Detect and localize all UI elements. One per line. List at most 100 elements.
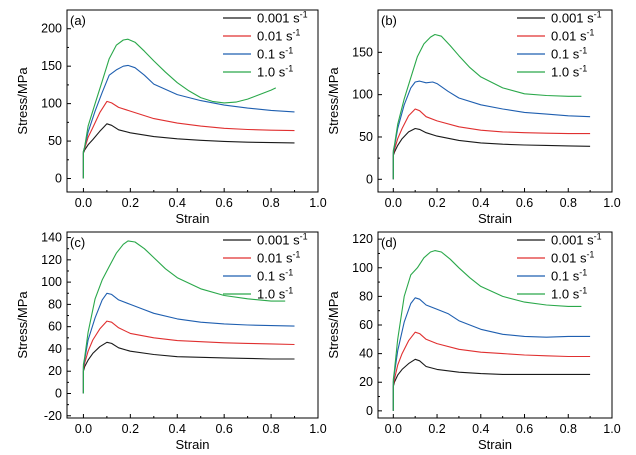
y-tick-label: 100 — [41, 97, 62, 111]
legend-rate: 0.01 — [551, 251, 576, 266]
series-line-0_001 — [392, 127, 591, 180]
legend-label: 1.0 s-1 — [257, 64, 293, 80]
legend-unit: s — [580, 29, 587, 44]
legend-unit-exponent: -1 — [579, 46, 587, 56]
series-line-0_01 — [392, 108, 591, 180]
x-axis-title: Strain — [478, 437, 512, 452]
x-tick-label: 0.0 — [75, 196, 92, 210]
panel-d: 0.0 0.2 0.4 0.6 0.8 1.0 0 20 40 60 80 100 120 Strain S… — [326, 231, 621, 452]
legend-rate: 0.001 — [257, 233, 290, 248]
x-tick-label: 0.4 — [472, 196, 489, 210]
y-tick-label: 100 — [41, 275, 62, 289]
series-line-0_01 — [82, 320, 295, 394]
series-line-0_01 — [392, 331, 591, 411]
y-tick-label: 140 — [41, 231, 62, 245]
legend-label: 0.001 s-1 — [551, 232, 602, 248]
y-tick-label: 20 — [48, 364, 62, 378]
y-tick-label: 120 — [41, 253, 62, 267]
legend-unit: s — [573, 287, 580, 302]
legend-rate: 1.0 — [257, 65, 275, 80]
y-tick-label: 150 — [352, 45, 373, 59]
y-tick-label: 0 — [55, 172, 62, 186]
series-line-1_0 — [392, 33, 582, 180]
legend-label: 0.1 s-1 — [551, 268, 587, 284]
legend-unit-exponent: -1 — [579, 64, 587, 74]
legend-unit-exponent: -1 — [285, 268, 293, 278]
y-axis-title: Stress/MPa — [326, 291, 341, 359]
panel-c: 0.0 0.2 0.4 0.6 0.8 1.0 -20 0 20 40 60 80 100 120 140 S… — [15, 231, 327, 452]
legend-unit-exponent: -1 — [579, 268, 587, 278]
legend-unit-exponent: -1 — [285, 286, 293, 296]
legend-label: 0.01 s-1 — [257, 250, 300, 266]
legend-unit-exponent: -1 — [586, 250, 594, 260]
series-line-0_1 — [82, 64, 295, 179]
series-line-1_0 — [82, 38, 277, 179]
x-tick-label: 1.0 — [603, 196, 620, 210]
legend-unit: s — [279, 65, 286, 80]
x-tick-label: 0.2 — [428, 196, 445, 210]
panel-label: (d) — [381, 235, 397, 250]
panel-a: 0.0 0.2 0.4 0.6 0.8 1.0 0 50 100 150 200 Strain Stre… — [15, 9, 327, 226]
series-line-0_01 — [82, 100, 295, 179]
y-axis-title: Stress/MPa — [15, 291, 30, 359]
series-line-0_001 — [82, 341, 295, 394]
series-line-1_0 — [82, 240, 286, 394]
series-line-0_1 — [392, 80, 591, 180]
x-tick-label: 1.0 — [603, 422, 620, 436]
legend-unit-exponent: -1 — [300, 232, 308, 242]
x-tick-label: 0.6 — [516, 196, 533, 210]
legend-unit-exponent: -1 — [579, 286, 587, 296]
legend-label: 0.01 s-1 — [551, 28, 594, 44]
legend-label: 0.001 s-1 — [551, 10, 602, 26]
legend-unit: s — [286, 29, 293, 44]
y-tick-label: 50 — [359, 130, 373, 144]
legend-rate: 1.0 — [551, 65, 569, 80]
x-tick-label: 0.0 — [385, 196, 402, 210]
legend-label: 1.0 s-1 — [551, 64, 587, 80]
legend-rate: 0.1 — [551, 47, 569, 62]
legend-unit-exponent: -1 — [300, 10, 308, 20]
x-axis-title: Strain — [176, 437, 210, 452]
legend-unit-exponent: -1 — [594, 10, 602, 20]
legend-unit-exponent: -1 — [292, 28, 300, 38]
panel-b: 0.0 0.2 0.4 0.6 0.8 1.0 0 50 100 150 Strain Stress/… — [326, 9, 621, 226]
plot-frame — [377, 9, 613, 193]
y-tick-label: 20 — [359, 375, 373, 389]
legend-unit: s — [580, 251, 587, 266]
legend-unit-exponent: -1 — [586, 28, 594, 38]
y-tick-label: 50 — [48, 134, 62, 148]
series-line-1_0 — [392, 250, 582, 411]
legend-rate: 0.1 — [257, 47, 275, 62]
y-tick-label: 40 — [359, 347, 373, 361]
legend-label: 0.1 s-1 — [257, 268, 293, 284]
legend-label: 1.0 s-1 — [551, 286, 587, 302]
legend-unit: s — [573, 65, 580, 80]
legend-rate: 0.001 — [551, 11, 584, 26]
legend-unit: s — [587, 233, 594, 248]
legend-unit: s — [293, 11, 300, 26]
x-axis-title: Strain — [176, 211, 210, 226]
x-tick-label: 0.6 — [215, 422, 232, 436]
y-tick-label: 60 — [359, 318, 373, 332]
legend-rate: 0.001 — [551, 233, 584, 248]
plot-frame — [66, 231, 319, 419]
legend-rate: 0.1 — [551, 269, 569, 284]
x-tick-label: 1.0 — [309, 422, 326, 436]
legend-unit-exponent: -1 — [292, 250, 300, 260]
legend-label: 0.001 s-1 — [257, 232, 308, 248]
legend-rate: 0.01 — [551, 29, 576, 44]
series-line-0_1 — [392, 297, 591, 411]
x-tick-label: 1.0 — [309, 196, 326, 210]
legend-label: 0.001 s-1 — [257, 10, 308, 26]
y-tick-label: 60 — [48, 320, 62, 334]
legend-unit: s — [293, 233, 300, 248]
x-tick-label: 0.8 — [262, 422, 279, 436]
legend-label: 0.01 s-1 — [551, 250, 594, 266]
y-tick-label: 200 — [41, 22, 62, 36]
legend-label: 1.0 s-1 — [257, 286, 293, 302]
x-tick-label: 0.4 — [169, 422, 186, 436]
legend-label: 0.1 s-1 — [257, 46, 293, 62]
y-tick-label: 120 — [352, 232, 373, 246]
legend-rate: 0.01 — [257, 251, 282, 266]
